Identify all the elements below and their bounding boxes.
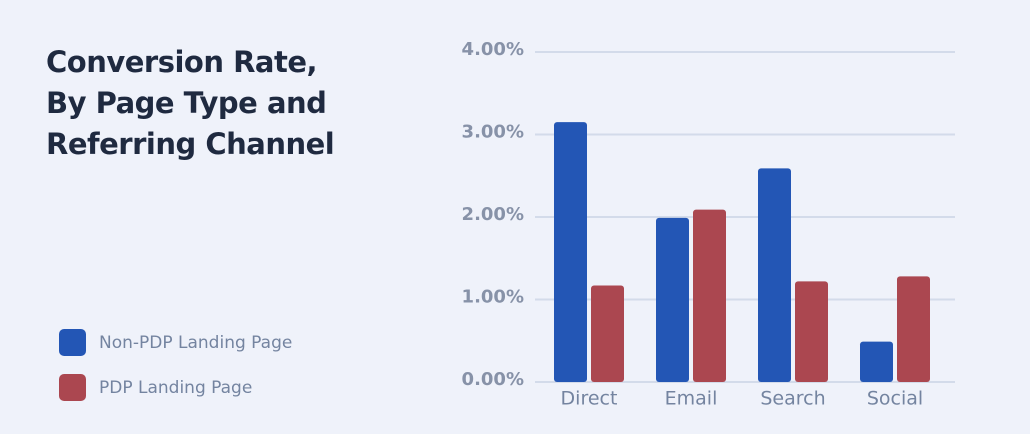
- legend-label: Non-PDP Landing Page: [99, 333, 292, 353]
- x-tick-label: Social: [867, 388, 923, 410]
- chart-title: Conversion Rate, By Page Type and Referr…: [46, 45, 335, 161]
- bar: [758, 168, 791, 382]
- bar: [860, 341, 893, 382]
- bar: [554, 122, 587, 382]
- y-tick-label: 3.00%: [462, 122, 524, 143]
- y-tick-label: 0.00%: [462, 369, 524, 390]
- legend-swatch: [59, 329, 86, 356]
- bar: [693, 209, 726, 382]
- bar: [897, 276, 930, 382]
- x-tick-label: Direct: [561, 388, 618, 410]
- legend-swatch: [59, 374, 86, 401]
- bar: [656, 217, 689, 382]
- bar: [591, 285, 624, 382]
- bar: [795, 281, 828, 382]
- x-tick-label: Email: [665, 388, 718, 410]
- legend-label: PDP Landing Page: [99, 378, 252, 398]
- y-tick-label: 4.00%: [462, 39, 524, 60]
- y-tick-label: 1.00%: [462, 287, 524, 308]
- x-tick-label: Search: [760, 388, 825, 410]
- y-tick-label: 2.00%: [462, 204, 524, 225]
